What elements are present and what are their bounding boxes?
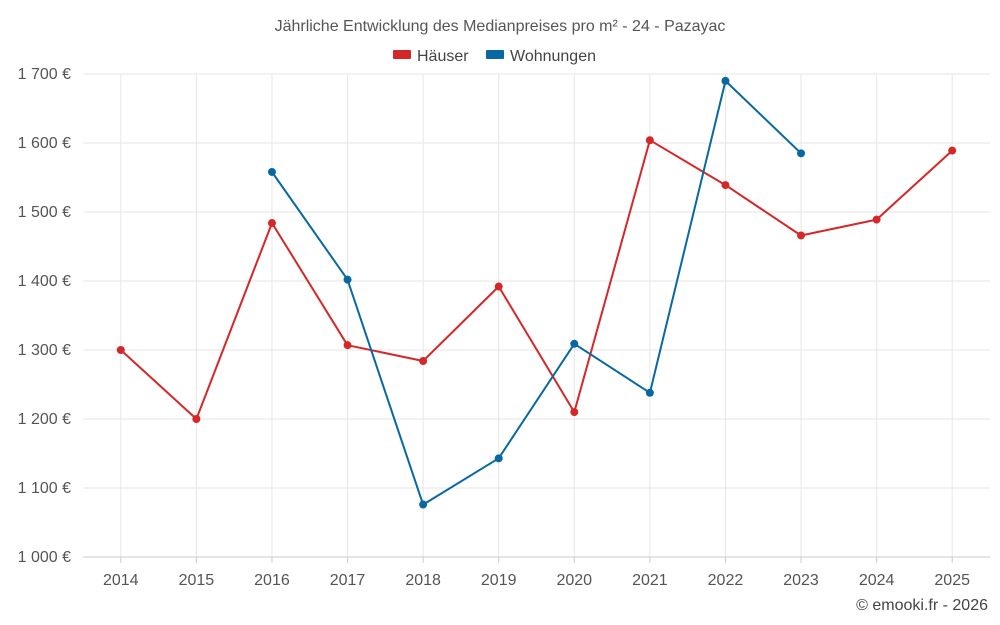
x-tick-label: 2015 [179,572,215,589]
x-tick-label: 2022 [708,572,744,589]
x-tick-label: 2025 [934,572,970,589]
data-point-haeuser [267,219,276,228]
x-tick-label: 2018 [405,572,441,589]
data-point-haeuser [797,231,806,240]
y-tick-label: 1 000 € [18,549,71,566]
legend-swatch-haeuser [393,50,411,59]
y-tick-label: 1 100 € [18,480,71,497]
y-tick-label: 1 400 € [18,273,71,290]
x-tick-label: 2016 [254,572,290,589]
x-tick-label: 2020 [556,572,592,589]
data-point-haeuser [645,136,654,145]
data-point-wohnungen [343,275,352,284]
data-point-wohnungen [419,500,428,509]
legend-label-wohnungen: Wohnungen [510,48,596,65]
y-tick-label: 1 300 € [18,342,71,359]
data-point-wohnungen [721,76,730,85]
x-tick-label: 2019 [481,572,517,589]
legend-swatch-wohnungen [486,50,504,59]
grid [83,73,990,557]
chart-title: Jährliche Entwicklung des Medianpreises … [275,18,726,35]
data-point-haeuser [343,341,352,350]
y-tick-label: 1 600 € [18,135,71,152]
y-tick-label: 1 700 € [18,66,71,83]
series-line-wohnungen [271,79,802,506]
data-point-haeuser [494,282,503,291]
legend: Häuser Wohnungen [393,48,596,65]
data-point-haeuser [872,215,881,224]
data-point-haeuser [192,415,201,423]
x-tick-label: 2021 [632,572,668,589]
data-point-haeuser [116,346,125,354]
data-point-wohnungen [645,388,654,397]
data-point-wohnungen [797,149,806,158]
data-point-wohnungen [570,339,579,348]
y-tick-label: 1 500 € [18,204,71,221]
y-tick-label: 1 200 € [18,411,71,428]
data-point-haeuser [948,146,957,155]
x-tick-label: 2017 [330,572,366,589]
x-tick-label: 2023 [783,572,819,589]
data-point-wohnungen [267,167,276,176]
credit-text: © emooki.fr - 2026 [856,597,988,614]
data-point-wohnungen [494,454,503,463]
series-line-haeuser [120,139,953,420]
x-tick-label: 2024 [859,572,895,589]
legend-label-haeuser: Häuser [417,48,469,65]
data-point-haeuser [419,357,428,366]
x-tick-label: 2014 [103,572,139,589]
data-point-haeuser [570,408,579,417]
data-point-haeuser [721,181,730,190]
axes: 1 000 € 1 100 € 1 200 € 1 300 € 1 400 € 1 500… [18,66,990,589]
series-layer [116,76,957,509]
